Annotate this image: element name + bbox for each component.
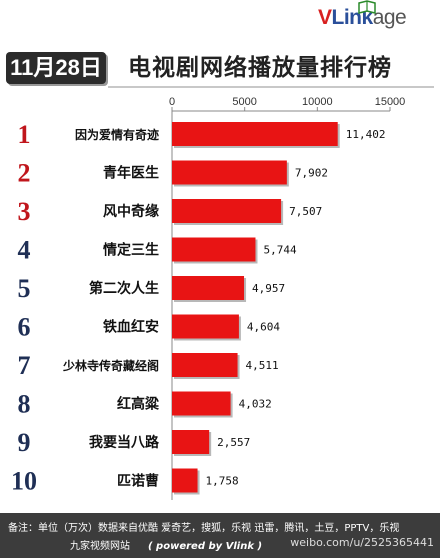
bar (172, 391, 231, 416)
category-labels: 因为爱情有奇迹青年医生风中奇缘情定三生第二次人生铁血红安少林寺传奇藏经阁红高粱我… (62, 127, 160, 490)
bar (172, 237, 256, 262)
value-label: 5,744 (263, 244, 296, 257)
bar (172, 199, 282, 223)
x-tick-label: 10000 (302, 96, 333, 108)
x-axis: 0 5000 10000 15000 (169, 96, 405, 500)
title-divider (108, 86, 434, 88)
value-label: 1,758 (206, 475, 239, 488)
x-tick-label: 0 (169, 96, 175, 108)
category-label: 我要当八路 (89, 434, 160, 451)
category-label: 少林寺传奇藏经阁 (62, 358, 159, 373)
rank-label: 7 (18, 351, 31, 380)
footer-line-2: 九家视频网站 ( powered by Vlink ) (70, 537, 262, 552)
value-label: 4,604 (247, 321, 280, 334)
rank-label: 6 (18, 313, 31, 342)
bar (172, 160, 287, 185)
value-labels: 11,402 7,902 7,507 5,744 4,957 4,604 4,511 4,03… (206, 128, 386, 488)
page-title: 电视剧网络播放量排行榜 (128, 55, 392, 81)
bar (172, 276, 245, 300)
rank-labels: 1 2 3 4 5 6 7 8 9 10 (11, 120, 37, 496)
logo-book-icon (358, 0, 376, 14)
bar (172, 122, 338, 146)
bar (172, 468, 198, 493)
x-tick-label: 15000 (375, 96, 406, 108)
logo-age: age (372, 6, 407, 29)
value-label: 2,557 (217, 436, 250, 449)
rank-label: 4 (18, 236, 31, 265)
footer-line-1: 备注：单位（万次）数据来自优酷 爱奇艺，搜狐，乐视 迅雷，腾讯，土豆，PPTV，… (8, 523, 400, 534)
rank-label: 5 (18, 274, 31, 303)
bar (172, 430, 210, 454)
bar-chart: 0 5000 10000 15000 1 2 3 4 5 6 7 8 9 10 因为爱情有奇迹青年医生风… (11, 96, 405, 500)
footer-line-2-text: 九家视频网站 (70, 541, 130, 552)
value-label: 4,511 (246, 359, 279, 372)
category-label: 情定三生 (103, 242, 159, 259)
category-label: 风中奇缘 (103, 203, 159, 220)
weibo-watermark: weibo.com/u/2525365441 (290, 536, 434, 549)
value-label: 4,032 (239, 398, 272, 411)
bar (172, 314, 239, 339)
rank-label: 10 (11, 467, 37, 496)
footer-note: 备注：单位（万次）数据来自优酷 爱奇艺，搜狐，乐视 迅雷，腾讯，土豆，PPTV，… (0, 513, 440, 558)
rank-label: 3 (18, 197, 31, 226)
footer-powered: ( powered by Vlink ) (148, 541, 263, 552)
category-label: 第二次人生 (89, 280, 159, 297)
value-label: 11,402 (346, 128, 386, 141)
bar (172, 353, 238, 377)
value-label: 4,957 (252, 282, 285, 295)
rank-label: 8 (18, 390, 31, 419)
value-label: 7,507 (289, 205, 322, 218)
category-label: 红高粱 (117, 396, 160, 413)
category-label: 铁血红安 (103, 319, 159, 336)
rank-label: 1 (18, 120, 31, 149)
logo-v: V (318, 6, 332, 29)
category-label: 因为爱情有奇迹 (75, 127, 159, 142)
rank-label: 9 (18, 428, 31, 457)
value-label: 7,902 (295, 167, 328, 180)
rank-label: 2 (18, 159, 31, 188)
bars (172, 122, 340, 495)
category-label: 匹诺曹 (117, 473, 159, 490)
x-tick-label: 5000 (232, 96, 256, 108)
date-badge: 11月28日 (6, 52, 106, 84)
category-label: 青年医生 (103, 165, 159, 182)
